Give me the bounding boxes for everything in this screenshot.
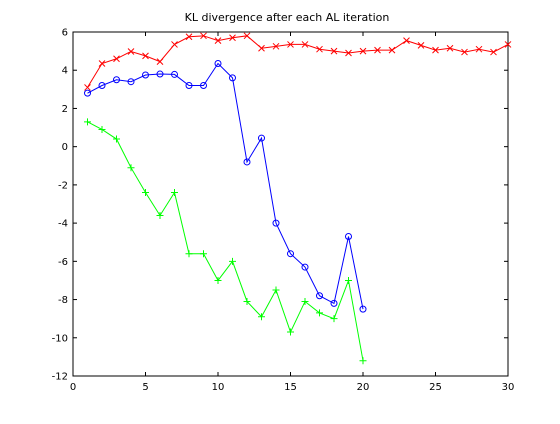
chart-title: KL divergence after each AL iteration <box>185 11 390 24</box>
y-tick-label: -2 <box>58 180 68 191</box>
x-tick-label: 15 <box>284 382 297 393</box>
y-tick-label: -4 <box>58 219 68 230</box>
y-tick-label: 0 <box>62 142 68 153</box>
x-tick-label: 25 <box>429 382 442 393</box>
y-tick-label: -6 <box>58 257 68 268</box>
axes-box <box>73 32 508 376</box>
x-tick-label: 0 <box>70 382 76 393</box>
y-tick-label: 2 <box>62 104 68 115</box>
y-tick-label: 6 <box>62 28 68 39</box>
x-tick-label: 30 <box>502 382 515 393</box>
plot-area: 0 5 10 15 20 25 30 -12 -10 -8 -6 -4 -2 0 2 4 6 <box>52 28 515 394</box>
y-tick-label: 4 <box>62 66 68 77</box>
x-tick-label: 20 <box>357 382 370 393</box>
y-tick-label: -12 <box>52 372 68 383</box>
x-tick-label: 10 <box>212 382 225 393</box>
y-tick-label: -8 <box>58 295 68 306</box>
x-tick-label: 5 <box>142 382 148 393</box>
y-tick-label: -10 <box>52 333 68 344</box>
